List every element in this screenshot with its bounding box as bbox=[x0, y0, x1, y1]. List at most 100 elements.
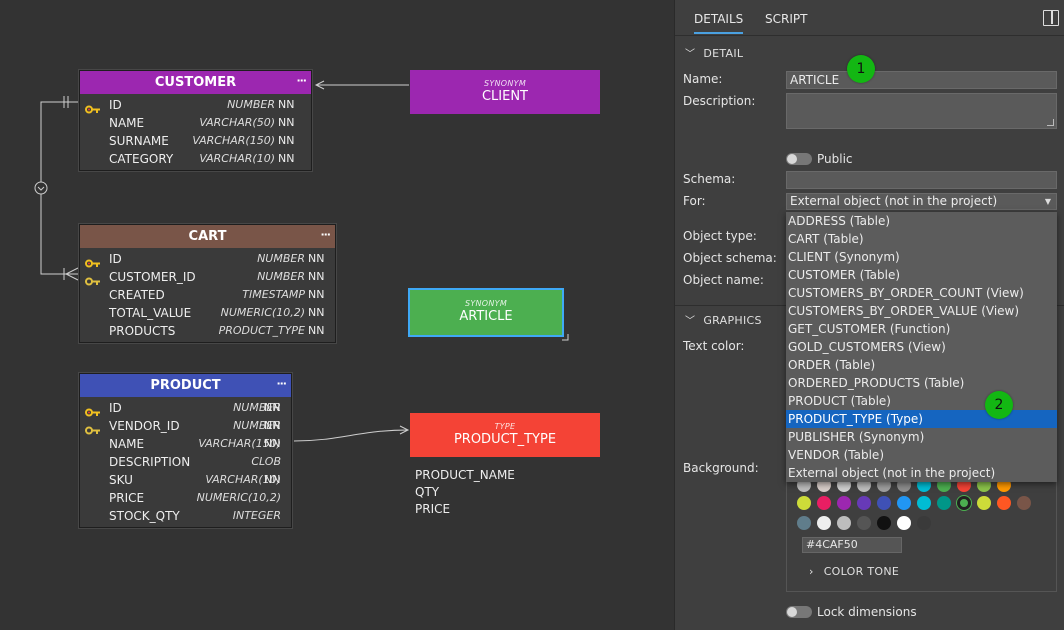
color-swatch[interactable] bbox=[817, 496, 831, 510]
entity-columns: ID NUMBER NN VENDOR_ID NUMBER NN NAME VARCHAR(1… bbox=[80, 397, 291, 527]
table-row[interactable]: CUSTOMER_ID NUMBER NN bbox=[80, 268, 335, 286]
product-type-link-arrow bbox=[399, 425, 410, 435]
color-swatch[interactable] bbox=[877, 496, 891, 510]
column-type: NUMBER bbox=[257, 252, 305, 265]
synonym-client[interactable]: SYNONYM CLIENT bbox=[410, 70, 600, 114]
detail-section-header[interactable]: ﹀ DETAIL bbox=[685, 45, 743, 60]
description-field[interactable] bbox=[786, 93, 1057, 129]
column-not-null: NN bbox=[264, 401, 281, 414]
for-label: For: bbox=[683, 194, 706, 208]
type-product-type[interactable]: TYPE PRODUCT_TYPE bbox=[410, 413, 600, 457]
table-row[interactable]: NAME VARCHAR(50) NN bbox=[80, 114, 311, 132]
diagram-canvas[interactable]: CUSTOMER ··· ID NUMBER NN NAME VARCHAR(50) NN… bbox=[0, 0, 674, 630]
table-row[interactable]: STOCK_QTY INTEGER bbox=[80, 507, 291, 525]
table-row[interactable]: CREATED TIMESTAMP NN bbox=[80, 286, 335, 304]
entity-product-header[interactable]: PRODUCT ··· bbox=[80, 374, 291, 397]
column-not-null: NN bbox=[278, 152, 295, 165]
color-swatch[interactable] bbox=[877, 516, 891, 530]
entity-product[interactable]: PRODUCT ··· ID NUMBER NN VENDOR_ID NUMBER NN N… bbox=[79, 373, 292, 528]
object-name: PRODUCT_TYPE bbox=[453, 432, 557, 447]
foreign-key-icon bbox=[85, 273, 101, 286]
column-type: NUMBER bbox=[233, 401, 281, 414]
caret-down-icon: ▼ bbox=[1044, 197, 1051, 206]
type-field: QTY bbox=[415, 485, 440, 499]
column-name: CUSTOMER_ID bbox=[109, 270, 196, 284]
dropdown-option[interactable]: GOLD_CUSTOMERS (View) bbox=[788, 340, 946, 354]
table-row[interactable]: SKU VARCHAR(10) NN bbox=[80, 471, 291, 489]
color-swatch[interactable] bbox=[837, 516, 851, 530]
background-label: Background: bbox=[683, 461, 759, 475]
dropdown-option[interactable]: External object (not in the project) bbox=[788, 466, 996, 480]
color-swatch[interactable] bbox=[957, 496, 971, 510]
color-swatch[interactable] bbox=[977, 496, 991, 510]
table-row[interactable]: PRODUCTS PRODUCT_TYPE NN bbox=[80, 322, 335, 340]
color-swatch[interactable] bbox=[857, 516, 871, 530]
dropdown-option[interactable]: CUSTOMERS_BY_ORDER_VALUE (View) bbox=[788, 304, 1020, 318]
color-tone-label: COLOR TONE bbox=[823, 565, 900, 578]
color-swatch[interactable] bbox=[817, 516, 831, 530]
table-row[interactable]: ID NUMBER NN bbox=[80, 250, 335, 268]
dropdown-option[interactable]: PRODUCT (Table) bbox=[788, 394, 891, 408]
table-row[interactable]: ID NUMBER NN bbox=[80, 96, 311, 114]
dropdown-option[interactable]: ORDER (Table) bbox=[788, 358, 876, 372]
primary-key-icon bbox=[85, 101, 101, 114]
table-row[interactable]: PRICE NUMERIC(10,2) bbox=[80, 489, 291, 507]
color-swatch[interactable] bbox=[857, 496, 871, 510]
public-toggle[interactable] bbox=[786, 153, 812, 165]
entity-customer[interactable]: CUSTOMER ··· ID NUMBER NN NAME VARCHAR(50) NN… bbox=[79, 70, 312, 171]
schema-field[interactable] bbox=[786, 171, 1057, 189]
dropdown-option[interactable]: CUSTOMER (Table) bbox=[788, 268, 901, 282]
color-swatch[interactable] bbox=[997, 496, 1011, 510]
column-name: STOCK_QTY bbox=[109, 509, 180, 523]
entity-title: PRODUCT bbox=[150, 378, 221, 393]
table-row[interactable]: TOTAL_VALUE NUMERIC(10,2) NN bbox=[80, 304, 335, 322]
more-icon[interactable]: ··· bbox=[320, 228, 331, 241]
chevron-down-icon: ﹀ bbox=[685, 316, 696, 327]
color-swatch[interactable] bbox=[837, 496, 851, 510]
entity-columns: ID NUMBER NN CUSTOMER_ID NUMBER NN CREATED TIME… bbox=[80, 248, 335, 342]
for-select[interactable]: External object (not in the project) ▼ bbox=[786, 193, 1057, 210]
name-field[interactable]: ARTICLE bbox=[786, 71, 1057, 89]
color-tone-toggle[interactable]: › COLOR TONE bbox=[809, 565, 899, 578]
synonym-article[interactable]: SYNONYM ARTICLE bbox=[408, 288, 564, 337]
table-row[interactable]: ID NUMBER NN bbox=[80, 399, 291, 417]
table-row[interactable]: SURNAME VARCHAR(150) NN bbox=[80, 132, 311, 150]
column-type: VARCHAR(150) bbox=[198, 437, 281, 450]
graphics-section-header[interactable]: ﹀ GRAPHICS bbox=[685, 312, 762, 327]
column-type: INTEGER bbox=[232, 509, 281, 522]
dropdown-option[interactable]: PUBLISHER (Synonym) bbox=[788, 430, 925, 444]
color-swatch[interactable] bbox=[937, 496, 951, 510]
panel-layout-icon[interactable] bbox=[1043, 10, 1059, 26]
entity-customer-header[interactable]: CUSTOMER ··· bbox=[80, 71, 311, 94]
tab-script[interactable]: SCRIPT bbox=[765, 12, 808, 26]
dropdown-option[interactable]: GET_CUSTOMER (Function) bbox=[788, 322, 951, 336]
color-swatch[interactable] bbox=[897, 496, 911, 510]
table-row[interactable]: NAME VARCHAR(150) NN bbox=[80, 435, 291, 453]
tab-details[interactable]: DETAILS bbox=[694, 12, 744, 34]
color-swatch[interactable] bbox=[917, 496, 931, 510]
dropdown-option[interactable]: ORDERED_PRODUCTS (Table) bbox=[788, 376, 965, 390]
dropdown-option[interactable]: CLIENT (Synonym) bbox=[788, 250, 900, 264]
dropdown-option[interactable]: VENDOR (Table) bbox=[788, 448, 884, 462]
table-row[interactable]: DESCRIPTION CLOB bbox=[80, 453, 291, 471]
more-icon[interactable]: ··· bbox=[296, 74, 307, 87]
more-icon[interactable]: ··· bbox=[276, 377, 287, 390]
color-swatch[interactable] bbox=[797, 516, 811, 530]
color-swatch[interactable] bbox=[797, 496, 811, 510]
dropdown-option[interactable]: CUSTOMERS_BY_ORDER_COUNT (View) bbox=[788, 286, 1024, 300]
primary-key-icon bbox=[85, 255, 101, 268]
entity-cart[interactable]: CART ··· ID NUMBER NN CUSTOMER_ID NUMBER NN CR… bbox=[79, 224, 336, 343]
lock-dimensions-toggle[interactable] bbox=[786, 606, 812, 618]
color-swatch[interactable] bbox=[1017, 496, 1031, 510]
product-type-fields: PRODUCT_NAME QTY PRICE bbox=[415, 467, 515, 518]
hex-color-input[interactable]: #4CAF50 bbox=[802, 537, 902, 553]
dropdown-option[interactable]: CART (Table) bbox=[788, 232, 864, 246]
entity-cart-header[interactable]: CART ··· bbox=[80, 225, 335, 248]
table-row[interactable]: CATEGORY VARCHAR(10) NN bbox=[80, 150, 311, 168]
table-row[interactable]: VENDOR_ID NUMBER NN bbox=[80, 417, 291, 435]
dropdown-option[interactable]: PRODUCT_TYPE (Type) bbox=[786, 410, 1057, 428]
dropdown-option[interactable]: ADDRESS (Table) bbox=[788, 214, 891, 228]
column-not-null: NN bbox=[308, 270, 325, 283]
color-swatch[interactable] bbox=[917, 516, 931, 530]
color-swatch[interactable] bbox=[897, 516, 911, 530]
